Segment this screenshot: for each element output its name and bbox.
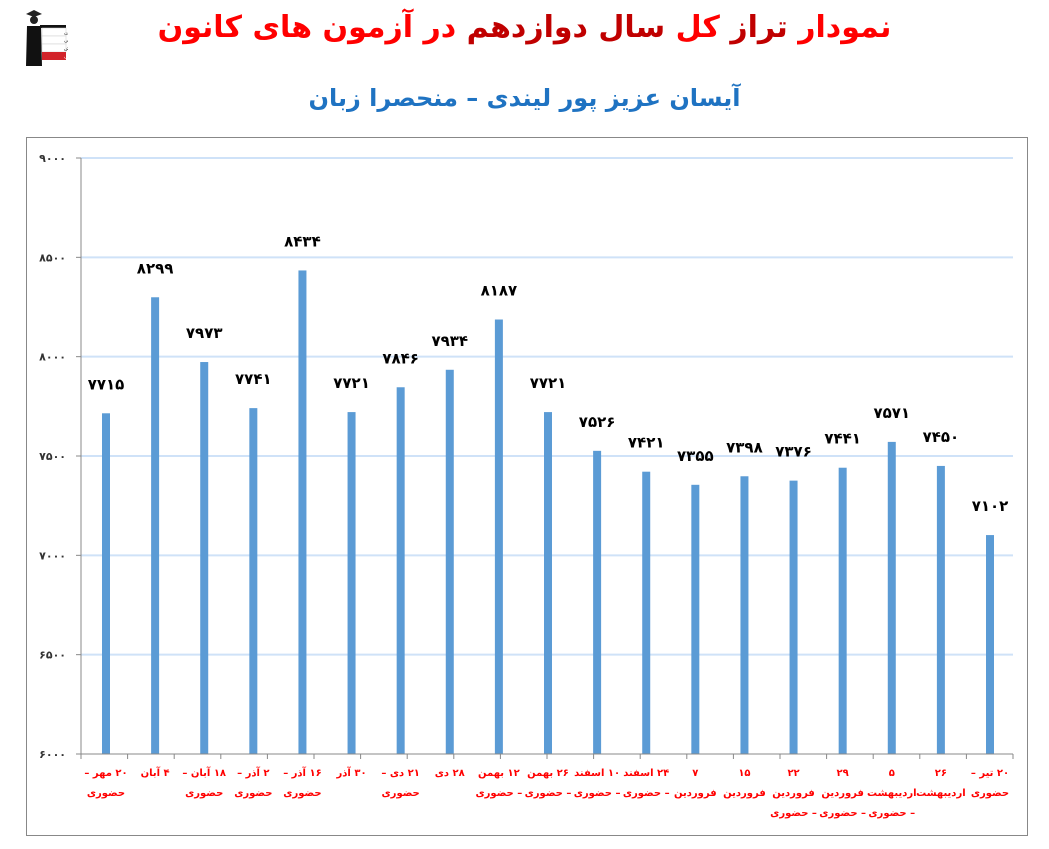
data-label: ۷۳۹۸ xyxy=(726,438,763,456)
bar xyxy=(200,362,209,754)
x-tick-label: ۲۲ فروردین – حضوری xyxy=(770,768,817,819)
y-tick-label: ۷۰۰۰ xyxy=(39,549,66,562)
x-tick-label: ۲۶ اردیبهشت xyxy=(916,768,966,799)
bar xyxy=(887,441,896,754)
x-tick-label: ۱۶ آذر – حضوری xyxy=(283,768,322,799)
x-tick-label: ۲۶ بهمن – حضوری xyxy=(524,768,572,799)
bar xyxy=(593,450,602,754)
x-tick-label: ۲۴ اسفند – حضوری xyxy=(622,768,670,799)
data-label: ۷۸۴۶ xyxy=(382,349,419,367)
x-tick-label: ۲۰ مهر – حضوری xyxy=(84,768,128,799)
y-axis: ۶۰۰۰ ۶۵۰۰ ۷۰۰۰ ۷۵۰۰ ۸۰۰۰ ۸۵۰۰ ۹۰۰۰ xyxy=(39,152,82,761)
data-label: ۷۴۲۱ xyxy=(628,434,665,452)
x-tick-label: ۱۸ آبان – حضوری xyxy=(182,768,227,799)
bar xyxy=(986,535,994,754)
x-tick-label: ۲۱ دی – حضوری xyxy=(381,768,420,799)
y-tick-label: ۹۰۰۰ xyxy=(39,152,66,165)
chart-subtitle: آیسان عزیز پور لیندی – منحصرا زبان xyxy=(308,84,741,112)
bar xyxy=(347,412,356,754)
bar xyxy=(691,484,700,754)
bar xyxy=(396,387,405,754)
data-label: ۷۷۴۱ xyxy=(235,370,272,388)
data-label: ۷۴۵۰ xyxy=(923,428,960,446)
title-word: کل xyxy=(675,10,720,45)
x-tick-label: ۲۰ تیر – حضوری xyxy=(970,768,1010,799)
x-tick-label: ۲۹ فروردین – حضوری xyxy=(819,768,867,819)
x-tick-label: ۳۰ آذر xyxy=(336,768,367,779)
data-label: ۸۱۸۷ xyxy=(481,282,518,300)
data-label: ۸۲۹۹ xyxy=(137,259,174,277)
x-tick-label: ۱۰ اسفند – حضوری xyxy=(573,768,621,799)
bar xyxy=(838,467,847,754)
title-word: آزمون xyxy=(322,10,414,45)
data-label: ۷۴۴۱ xyxy=(824,430,861,448)
bar xyxy=(740,476,749,754)
data-label: ۷۹۷۳ xyxy=(186,324,223,342)
data-label: ۷۳۷۶ xyxy=(775,443,812,461)
y-tick-label: ۷۵۰۰ xyxy=(39,450,66,463)
x-tick-label: ۱۲ بهمن – حضوری xyxy=(475,768,523,799)
y-tick-label: ۸۰۰۰ xyxy=(39,351,66,364)
data-label: ۷۳۵۵ xyxy=(677,447,714,465)
title-word: سال xyxy=(598,10,666,45)
data-label: ۷۷۱۵ xyxy=(88,375,125,393)
y-tick-label: ۶۰۰۰ xyxy=(39,748,66,761)
data-label: ۸۴۳۴ xyxy=(284,232,321,250)
x-tick-label: ۷ فروردین xyxy=(674,768,717,799)
title-word: دوازدهم xyxy=(466,10,588,45)
bar xyxy=(445,369,454,754)
bar xyxy=(642,471,651,754)
data-labels: ۷۷۱۵ ۸۲۹۹ ۷۹۷۳ ۷۷۴۱ ۸۴۳۴ ۷۷۲۱ ۷۸۴۶ ۷۹۳۴ ۸۱۸۷ ۷۷۲۱… xyxy=(88,232,1009,515)
bar xyxy=(102,413,110,754)
title-word: تراز xyxy=(730,10,788,45)
x-axis xyxy=(80,753,1014,759)
chart-title: نمودار تراز کل سال دوازدهم در آزمون های … xyxy=(0,6,1049,50)
x-tick-label: ۲ آذر – حضوری xyxy=(234,768,273,799)
data-label: ۷۹۳۴ xyxy=(431,332,468,350)
data-label: ۷۵۷۱ xyxy=(873,404,910,422)
bar xyxy=(298,270,307,754)
bar xyxy=(936,465,945,754)
y-tick-label: ۸۵۰۰ xyxy=(39,251,66,264)
bar xyxy=(494,319,503,754)
y-tick-label: ۶۵۰۰ xyxy=(39,649,66,662)
data-label: ۷۷۲۱ xyxy=(530,374,567,392)
title-word: در xyxy=(423,10,457,45)
x-tick-label: ۵ اردیبهشت – حضوری xyxy=(867,768,917,819)
bars xyxy=(102,270,994,754)
title-word: نمودار xyxy=(798,10,892,45)
data-label: ۷۱۰۲ xyxy=(972,497,1009,515)
x-tick-label: ۴ آبان xyxy=(140,768,170,779)
bar xyxy=(544,412,552,754)
x-tick-label: ۲۸ دی xyxy=(434,768,465,779)
chart-frame xyxy=(26,137,1028,836)
data-label: ۷۷۲۱ xyxy=(333,374,370,392)
bar xyxy=(789,480,798,754)
title-word: های xyxy=(252,10,313,45)
bar xyxy=(249,408,258,754)
x-tick-label: ۱۵ فروردین xyxy=(723,768,766,799)
title-word: کانون xyxy=(157,10,242,45)
bar xyxy=(151,297,160,754)
data-label: ۷۵۲۶ xyxy=(579,413,616,431)
